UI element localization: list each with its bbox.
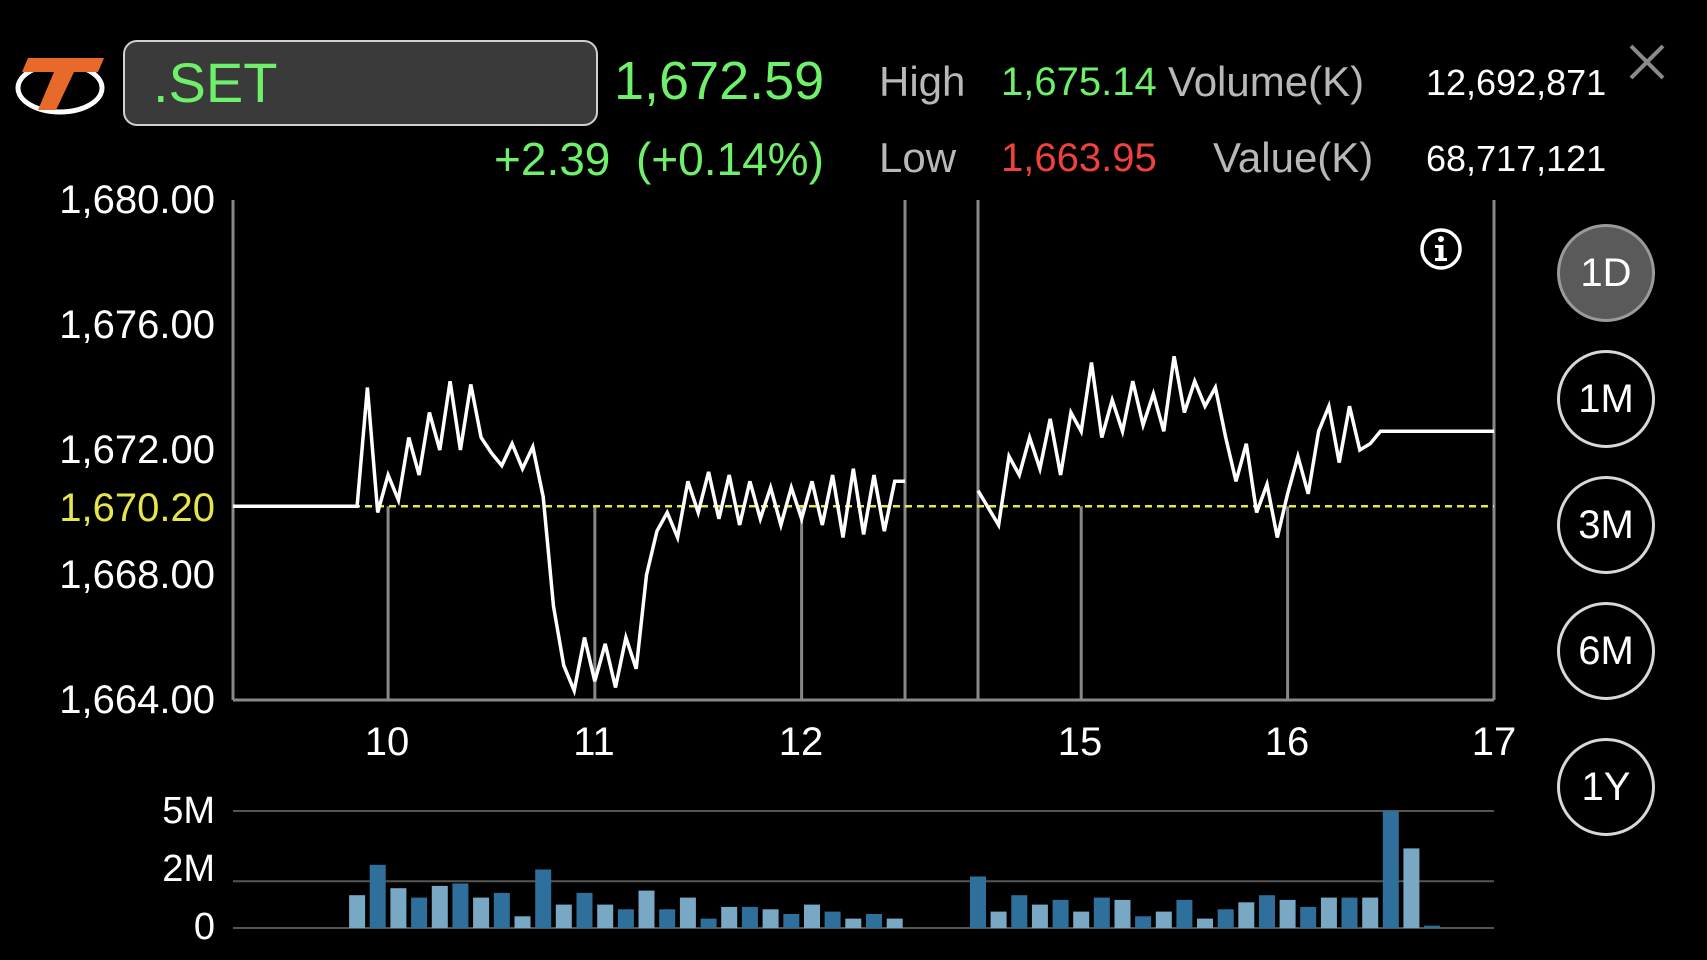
volume-bar bbox=[431, 885, 448, 928]
volume-bar bbox=[1341, 897, 1358, 928]
period-1m-button[interactable]: 1M bbox=[1557, 350, 1655, 448]
change-percent: (+0.14%) bbox=[635, 133, 824, 185]
volume-bar bbox=[1176, 899, 1193, 928]
volume-bar bbox=[741, 906, 758, 928]
volume-bar bbox=[700, 918, 717, 928]
volume-bar bbox=[1259, 895, 1275, 928]
volume-bar bbox=[1217, 909, 1234, 928]
volume-bar bbox=[473, 897, 490, 928]
volume-label: Volume(K) bbox=[1168, 58, 1365, 105]
volume-bar bbox=[762, 909, 779, 928]
high-label: High bbox=[879, 58, 966, 105]
volume-bar bbox=[886, 918, 903, 928]
x-tick-label: 15 bbox=[1057, 720, 1103, 764]
volume-bar bbox=[804, 904, 820, 928]
price-line-morning bbox=[233, 380, 905, 697]
y-tick-label: 1,676.00 bbox=[59, 303, 215, 347]
period-3m-button[interactable]: 3M bbox=[1557, 476, 1655, 574]
volume-bar bbox=[990, 911, 1007, 928]
change-value: +2.39 bbox=[494, 133, 611, 185]
volume-bar bbox=[597, 904, 614, 928]
volume-bar bbox=[783, 914, 800, 928]
period-6m-button[interactable]: 6M bbox=[1557, 602, 1655, 700]
volume-bar bbox=[1155, 911, 1172, 928]
volume-bar bbox=[1403, 848, 1420, 928]
volume-bar bbox=[1031, 904, 1048, 928]
volume-y-tick-label: 0 bbox=[193, 906, 215, 948]
volume-bar bbox=[349, 895, 366, 928]
volume-y-tick-label: 2M bbox=[162, 848, 215, 890]
y-tick-label: 1,680.00 bbox=[59, 178, 215, 222]
symbol-text: .SET bbox=[153, 51, 278, 114]
volume-bar bbox=[845, 918, 862, 928]
high-value: 1,675.14 bbox=[1001, 60, 1157, 104]
price-change: +2.39 (+0.14%) bbox=[494, 132, 824, 186]
volume-bar bbox=[390, 888, 407, 928]
volume-bar bbox=[1093, 897, 1110, 928]
value-amount: 68,717,121 bbox=[1426, 138, 1607, 179]
volume-bar bbox=[1424, 925, 1441, 928]
info-icon[interactable] bbox=[1418, 226, 1464, 272]
volume-y-tick-label: 5M bbox=[162, 790, 215, 832]
volume-bar bbox=[721, 906, 738, 928]
y-tick-label: 1,668.00 bbox=[59, 553, 215, 597]
volume-bar bbox=[824, 911, 841, 928]
volume-bar bbox=[866, 914, 882, 928]
volume-bar bbox=[1238, 902, 1255, 928]
value-label: Value(K) bbox=[1213, 134, 1374, 181]
broker-logo-icon bbox=[15, 58, 105, 115]
x-tick-label: 17 bbox=[1471, 720, 1517, 764]
volume-bar bbox=[1197, 918, 1213, 928]
volume-bar bbox=[679, 897, 696, 928]
volume-bar bbox=[535, 869, 552, 928]
volume-bar bbox=[514, 916, 531, 928]
period-1y-button[interactable]: 1Y bbox=[1557, 738, 1655, 836]
reference-price-label: 1,670.20 bbox=[59, 486, 215, 530]
x-tick-label: 10 bbox=[364, 720, 410, 764]
volume-bar bbox=[1362, 897, 1379, 928]
last-price: 1,672.59 bbox=[614, 51, 825, 111]
close-icon[interactable] bbox=[1625, 40, 1669, 84]
volume-value: 12,692,871 bbox=[1426, 62, 1607, 103]
volume-bar bbox=[493, 892, 510, 928]
symbol-search-field[interactable]: .SET bbox=[123, 40, 598, 126]
period-1d-button[interactable]: 1D bbox=[1557, 224, 1655, 322]
volume-bar bbox=[1279, 899, 1296, 928]
volume-bar bbox=[1382, 811, 1399, 928]
volume-bar bbox=[638, 890, 655, 928]
volume-bar bbox=[1320, 897, 1337, 928]
volume-bar bbox=[555, 904, 572, 928]
x-tick-label: 12 bbox=[778, 720, 824, 764]
volume-bar bbox=[617, 909, 634, 928]
y-tick-label: 1,664.00 bbox=[59, 678, 215, 722]
low-label: Low bbox=[879, 134, 957, 181]
y-tick-label: 1,672.00 bbox=[59, 428, 215, 472]
x-tick-label: 16 bbox=[1264, 720, 1310, 764]
volume-bar bbox=[1052, 899, 1069, 928]
volume-bar bbox=[576, 892, 593, 928]
volume-bar bbox=[1135, 916, 1152, 928]
volume-bar bbox=[1073, 911, 1090, 928]
volume-bar bbox=[1011, 895, 1028, 928]
x-tick-label: 11 bbox=[573, 720, 615, 764]
volume-bar bbox=[970, 876, 986, 928]
volume-bar bbox=[1300, 906, 1317, 928]
low-value: 1,663.95 bbox=[1001, 136, 1157, 180]
volume-bar bbox=[659, 909, 676, 928]
volume-bar bbox=[452, 883, 469, 928]
price-line-afternoon bbox=[976, 355, 1494, 538]
volume-bar bbox=[411, 897, 428, 928]
volume-bar bbox=[369, 864, 386, 928]
volume-bar bbox=[1114, 899, 1131, 928]
